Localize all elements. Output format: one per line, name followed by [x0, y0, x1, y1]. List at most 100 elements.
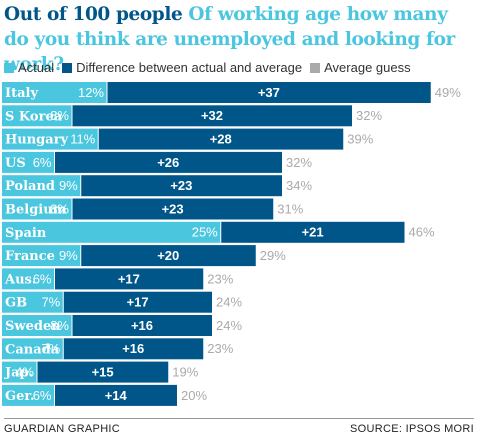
bar-difference — [63, 338, 204, 360]
category-label: Jap. — [4, 366, 33, 381]
bar-actual — [2, 82, 107, 103]
bar-difference — [72, 198, 274, 220]
bar-difference — [80, 245, 256, 267]
average-label: 19% — [172, 365, 198, 380]
bar-actual — [2, 315, 72, 336]
difference-label: +16 — [122, 341, 144, 356]
average-label: 23% — [207, 341, 233, 356]
actual-label: 9% — [59, 178, 78, 193]
legend-label: Actual — [18, 60, 55, 75]
legend: Actual Difference between actual and aver… — [4, 60, 411, 75]
average-label: 24% — [216, 318, 242, 333]
legend-swatch — [4, 62, 14, 73]
bar-actual — [2, 128, 99, 150]
difference-label: +17 — [127, 295, 149, 310]
actual-label: 9% — [59, 248, 78, 263]
average-label: 39% — [347, 132, 373, 147]
difference-label: +20 — [157, 248, 179, 263]
average-label: 31% — [277, 201, 303, 216]
bar-difference — [220, 221, 405, 243]
actual-label: 4% — [15, 365, 34, 380]
category-label: Sweden — [5, 319, 61, 334]
difference-label: +23 — [162, 201, 184, 216]
bar-actual — [2, 384, 55, 406]
actual-label: 6% — [33, 388, 52, 403]
legend-swatch — [310, 62, 321, 73]
chart-subtitle: Of working age how many do you think are… — [4, 4, 455, 75]
actual-label: 25% — [192, 225, 218, 240]
average-label: 32% — [356, 108, 382, 123]
bar-actual — [2, 198, 72, 220]
difference-label: +28 — [210, 132, 232, 147]
actual-label: 8% — [50, 108, 69, 123]
category-label: Aus. — [4, 272, 36, 287]
legend-item: Average guess — [310, 60, 411, 75]
bar-difference — [72, 315, 212, 336]
category-label: Belgium — [5, 203, 67, 218]
actual-label: 11% — [70, 132, 95, 147]
credit: GUARDIAN GRAPHIC — [4, 423, 121, 435]
chart-title: Out of 100 people — [4, 4, 183, 25]
bar-actual — [2, 291, 64, 313]
average-label: 29% — [260, 248, 286, 263]
average-label: 23% — [207, 271, 233, 286]
category-label: Poland — [5, 179, 55, 194]
category-label: US — [5, 156, 26, 171]
bar-difference — [54, 151, 282, 173]
difference-label: +16 — [131, 318, 153, 333]
difference-label: +23 — [170, 178, 192, 193]
category-label: Hungary — [5, 133, 69, 148]
actual-label: 7% — [41, 295, 60, 310]
average-label: 32% — [286, 155, 312, 170]
category-label: Spain — [5, 226, 47, 241]
bar-actual — [2, 221, 221, 243]
bar-difference — [107, 82, 431, 103]
bar-actual — [2, 338, 64, 360]
average-label: 46% — [409, 225, 435, 240]
actual-label: 7% — [41, 341, 60, 356]
bar-difference — [98, 128, 344, 150]
bar-difference — [54, 268, 204, 290]
average-label: 49% — [435, 85, 461, 100]
footer: GUARDIAN GRAPHIC SOURCE: IPSOS MORI — [4, 418, 474, 435]
bar-actual — [2, 151, 55, 173]
bar-difference — [72, 105, 352, 127]
category-label: GB — [5, 296, 27, 311]
legend-item: Actual — [4, 60, 54, 75]
average-label: 24% — [216, 295, 242, 310]
bar-actual — [2, 105, 72, 127]
title: Out of 100 people Of working age how man… — [4, 2, 476, 77]
bar-actual — [2, 175, 81, 197]
source: SOURCE: IPSOS MORI — [350, 423, 474, 435]
bar-difference — [63, 291, 212, 313]
difference-label: +32 — [201, 108, 223, 123]
actual-label: 12% — [78, 85, 104, 100]
legend-item: Difference between actual and average — [62, 60, 302, 75]
actual-label: 8% — [50, 318, 69, 333]
difference-label: +37 — [258, 85, 280, 100]
actual-label: 6% — [33, 155, 52, 170]
difference-label: +17 — [118, 271, 140, 286]
category-label: Canada — [5, 342, 60, 357]
difference-label: +14 — [105, 388, 128, 403]
average-label: 34% — [286, 178, 312, 193]
difference-label: +21 — [302, 225, 324, 240]
legend-swatch — [62, 62, 73, 73]
actual-label: 8% — [50, 201, 69, 216]
category-label: S Korea — [5, 109, 63, 124]
category-label: France — [5, 249, 55, 264]
legend-label: Difference between actual and average — [76, 60, 303, 75]
difference-label: +26 — [157, 155, 179, 170]
bar-actual — [2, 268, 55, 290]
bar-difference — [54, 384, 177, 406]
average-label: 20% — [181, 388, 207, 403]
difference-label: +15 — [92, 365, 114, 380]
bar-actual — [2, 361, 37, 383]
bar-actual — [2, 245, 81, 267]
bar-difference — [80, 175, 282, 197]
bar-difference — [37, 361, 169, 383]
category-label: Italy — [5, 86, 38, 101]
actual-label: 6% — [33, 271, 52, 286]
